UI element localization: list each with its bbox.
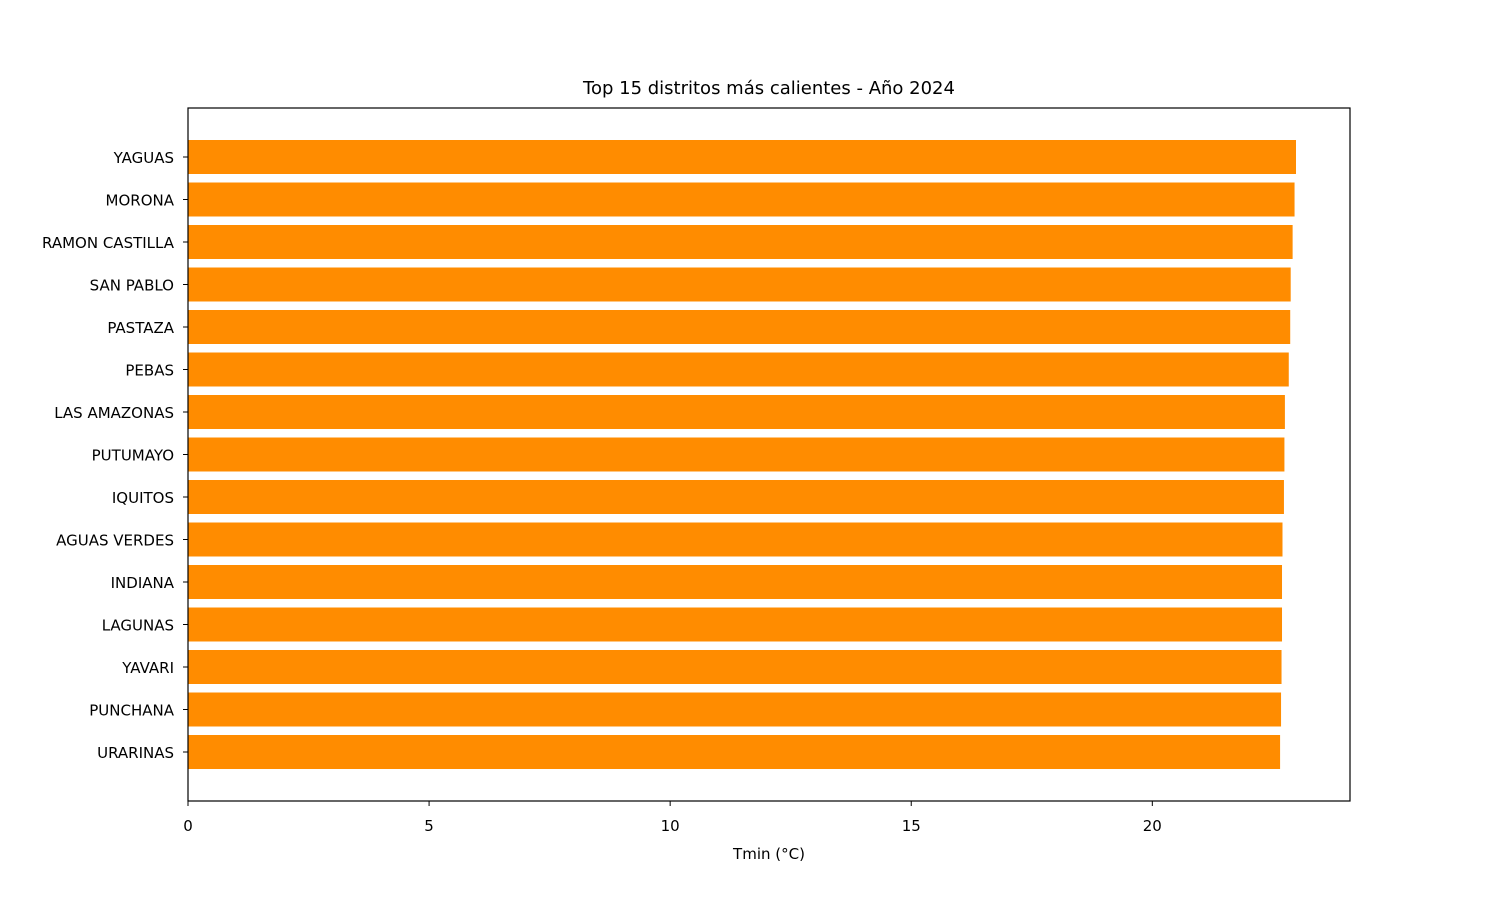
bar <box>188 692 1282 727</box>
y-tick-label: PEBAS <box>125 362 174 380</box>
y-tick-label: RAMON CASTILLA <box>42 234 175 252</box>
bar <box>188 352 1289 387</box>
bar <box>188 182 1295 217</box>
y-tick-label: MORONA <box>106 192 175 210</box>
x-axis-ticks: 0 5 10 15 20 <box>183 801 1162 835</box>
x-tick-label: 10 <box>661 817 680 835</box>
bar <box>188 607 1283 642</box>
bar <box>188 565 1283 599</box>
y-tick-label: LAS AMAZONAS <box>54 404 174 422</box>
bar <box>188 735 1281 769</box>
bars-group <box>188 140 1296 769</box>
y-axis-ticks: YAGUAS MORONA RAMON CASTILLA SAN PABLO PASTA… <box>42 149 188 762</box>
y-tick-label: INDIANA <box>111 574 175 592</box>
y-tick-label: AGUAS VERDES <box>56 532 174 550</box>
x-tick-label: 15 <box>902 817 921 835</box>
chart-title: Top 15 distritos más calientes - Año 202… <box>582 78 955 99</box>
bar <box>188 225 1293 259</box>
y-tick-label: PASTAZA <box>107 319 174 337</box>
x-tick-label: 0 <box>183 817 193 835</box>
bar <box>188 522 1283 557</box>
bar <box>188 310 1291 344</box>
y-tick-label: YAVARI <box>121 659 174 677</box>
x-tick-label: 5 <box>424 817 434 835</box>
y-tick-label: PUTUMAYO <box>92 447 174 465</box>
bar <box>188 650 1282 684</box>
plot-frame <box>187 107 1351 802</box>
bar <box>188 140 1296 174</box>
y-tick-label: URARINAS <box>97 744 174 762</box>
y-tick-label: SAN PABLO <box>90 277 174 295</box>
y-tick-label: YAGUAS <box>113 149 174 167</box>
y-tick-label: IQUITOS <box>112 489 174 507</box>
bar <box>188 395 1285 429</box>
x-tick-label: 20 <box>1143 817 1162 835</box>
bar <box>188 480 1284 514</box>
bar <box>188 267 1291 302</box>
x-axis-label: Tmin (°C) <box>732 845 805 863</box>
y-tick-label: PUNCHANA <box>89 702 174 720</box>
y-tick-label: LAGUNAS <box>102 617 174 635</box>
bar <box>188 437 1285 472</box>
